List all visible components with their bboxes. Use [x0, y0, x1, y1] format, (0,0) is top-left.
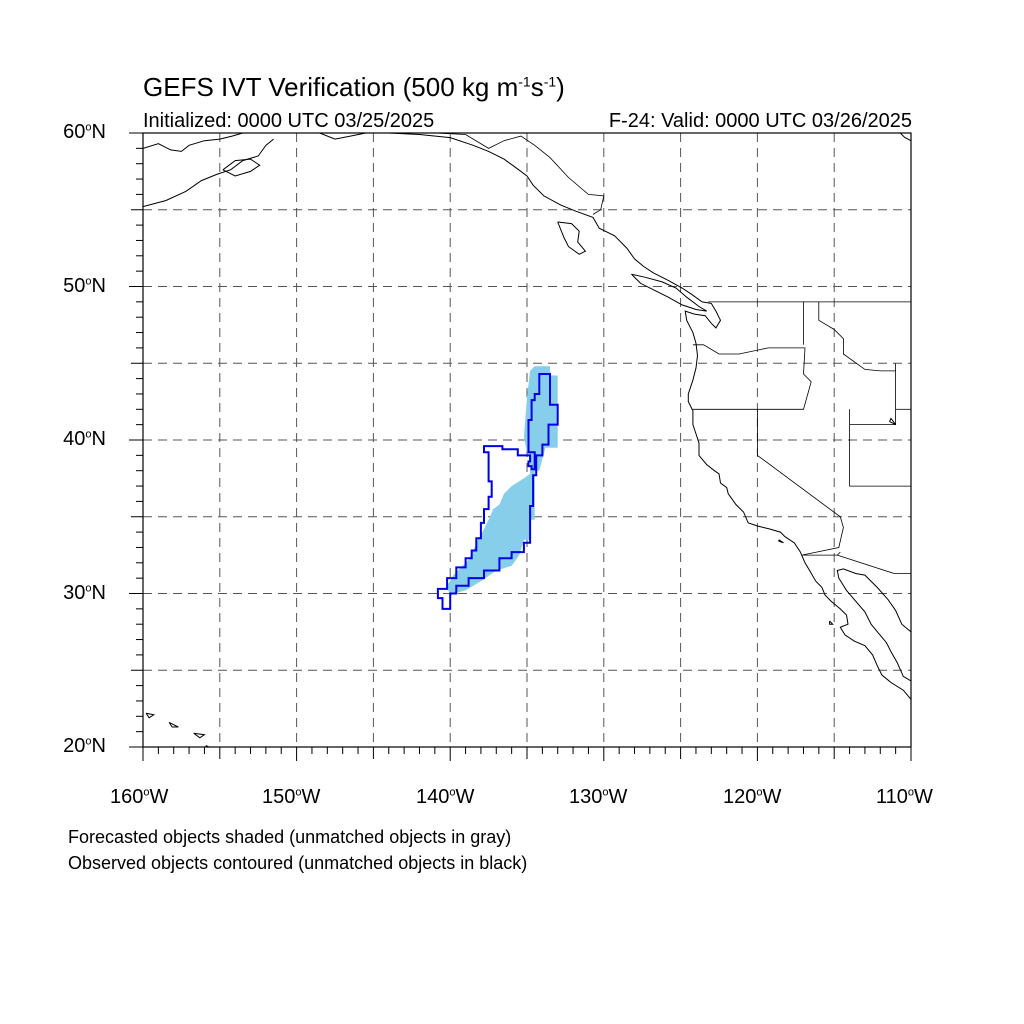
lat-label-30: 30oN [63, 582, 106, 604]
political-borders [434, 133, 911, 574]
coastline [168, 721, 179, 728]
lon-label-160w: 160oW [110, 786, 169, 808]
coastline [145, 712, 156, 719]
coastline [836, 568, 911, 682]
initialized-time: Initialized: 0000 UTC 03/25/2025 [143, 110, 435, 132]
border-line [849, 363, 896, 426]
lon-label-120w: 120oW [723, 786, 782, 808]
border-line [757, 409, 911, 574]
valid-time: F-24: Valid: 0000 UTC 03/26/2025 [608, 110, 912, 132]
legend-note-observed: Observed objects contoured (unmatched ob… [68, 853, 528, 873]
observed-ivt-object-contour [436, 373, 559, 610]
forecast-ivt-object-shaded [447, 366, 558, 597]
border-line [818, 301, 896, 372]
coastline [143, 133, 243, 152]
legend-note-forecast: Forecasted objects shaded (unmatched obj… [68, 827, 512, 847]
coastline [143, 138, 274, 208]
coastline [631, 273, 707, 312]
lat-label-20: 20oN [63, 735, 106, 757]
lon-label-110w: 110oW [876, 786, 933, 808]
coastline [193, 732, 206, 739]
border-line [837, 551, 841, 556]
border-line [849, 409, 911, 487]
coastline [778, 539, 784, 544]
lat-label-60: 60oN [63, 121, 106, 143]
lon-label-140w: 140oW [416, 786, 475, 808]
border-line [692, 344, 812, 410]
chart-title: GEFS IVT Verification (500 kg m-1s-1) [143, 72, 565, 102]
coastline [829, 620, 834, 625]
coastline [899, 133, 911, 142]
coastline [889, 417, 896, 426]
lon-label-130w: 130oW [569, 786, 628, 808]
coastline [319, 133, 911, 700]
lon-label-150w: 150oW [262, 786, 321, 808]
lat-label-50: 50oN [63, 275, 106, 297]
lat-label-40: 40oN [63, 428, 106, 450]
coastline [910, 642, 911, 644]
axis-ticks [129, 132, 912, 761]
forecast-object [447, 366, 558, 597]
coastlines [143, 133, 911, 747]
coastline [205, 745, 210, 747]
observed-object [436, 373, 559, 610]
border-line [434, 133, 605, 215]
coastline [557, 221, 587, 255]
coastline [222, 158, 261, 177]
